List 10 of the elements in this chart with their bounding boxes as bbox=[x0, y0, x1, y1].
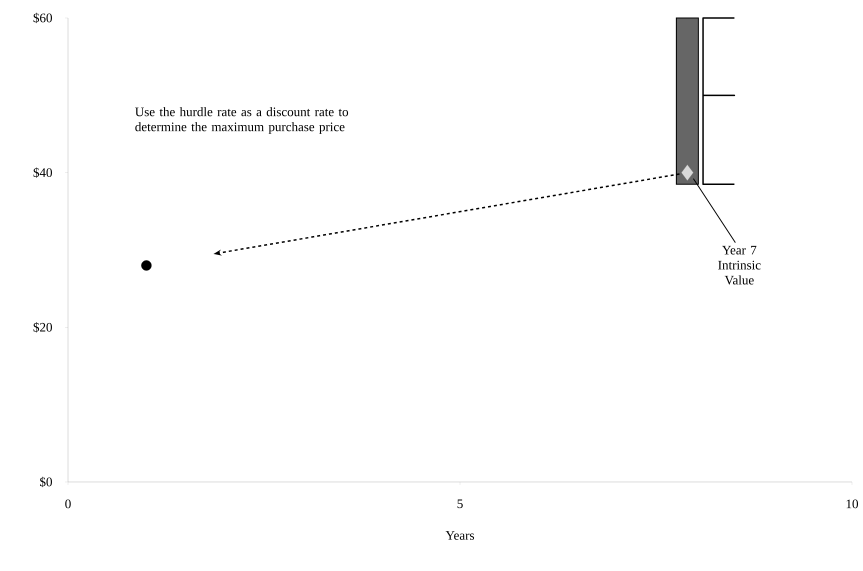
y-tick-label: $40 bbox=[34, 167, 52, 178]
x-tick-label: 0 bbox=[65, 500, 71, 508]
y-tick-label: $20 bbox=[34, 322, 52, 333]
annotation: Year 7 Intrinsic Value bbox=[718, 246, 761, 285]
annotation: Use the hurdle rate as a discount rate to determine the maximum purchase price bbox=[135, 107, 348, 134]
x-tick-label: 10 bbox=[846, 500, 858, 508]
x-axis-title: Years bbox=[446, 531, 474, 540]
y-tick-label: $0 bbox=[40, 476, 52, 488]
x-tick-label: 5 bbox=[458, 500, 463, 508]
y-tick-label: $60 bbox=[34, 12, 52, 24]
